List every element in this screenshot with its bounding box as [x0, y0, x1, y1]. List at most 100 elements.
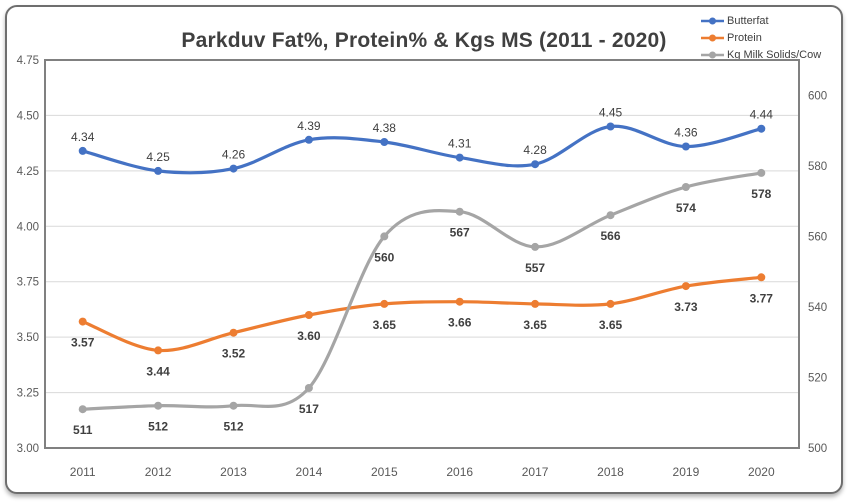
data-label-kg-milk-solids-cow: 567: [450, 226, 470, 240]
data-label-protein: 3.44: [146, 364, 170, 378]
series-line-butterfat: [81, 124, 763, 175]
data-label-butterfat: 4.38: [373, 121, 397, 135]
right-axis-tick-label: 520: [808, 373, 827, 385]
left-axis-tick-label: 3.50: [17, 332, 39, 344]
right-axis-tick-label: 580: [808, 161, 827, 173]
data-point-marker-protein: [304, 311, 313, 319]
x-axis-label-2020: 2020: [748, 465, 775, 479]
data-label-kg-milk-solids-cow: 560: [374, 250, 394, 264]
left-axis-tick-label: 4.50: [17, 110, 39, 122]
data-label-protein: 3.73: [674, 300, 698, 314]
legend-item-kg-milk-solids-cow: Kg Milk Solids/Cow: [700, 48, 821, 62]
series-line-kg-milk-solids-cow: [81, 171, 763, 411]
data-point-marker-kg-milk-solids-cow: [380, 232, 389, 241]
data-point-marker-butterfat: [531, 160, 540, 169]
x-axis-label-2014: 2014: [296, 465, 323, 479]
data-label-kg-milk-solids-cow: 566: [600, 229, 620, 243]
data-point-marker-butterfat: [455, 153, 464, 162]
left-axis-tick-label: 3.25: [17, 388, 39, 400]
data-label-butterfat: 4.44: [750, 108, 774, 122]
chart-plot-area: 4.34 4.25 4.26 4.39 4.38 4.31 4.28 4.45 4.36 4.44…: [17, 55, 828, 479]
left-axis-tick-label: 4.00: [17, 221, 39, 233]
data-label-butterfat: 4.34: [71, 130, 95, 144]
data-point-marker-protein: [154, 346, 163, 355]
data-point-marker-butterfat: [304, 135, 313, 144]
left-axis-tick-label: 4.75: [17, 55, 39, 67]
data-label-kg-milk-solids-cow: 512: [223, 420, 243, 434]
data-point-marker-kg-milk-solids-cow: [757, 168, 766, 177]
legend-marker-icon: [701, 34, 724, 42]
data-label-protein: 3.77: [750, 291, 774, 305]
data-point-marker-butterfat: [380, 138, 389, 146]
left-axis-tick-label: 4.25: [17, 166, 39, 178]
x-axis-label-2015: 2015: [371, 465, 398, 479]
x-axis-label-2011: 2011: [70, 465, 96, 479]
data-point-marker-protein: [78, 317, 87, 326]
legend-item-butterfat: Butterfat: [700, 14, 821, 28]
data-label-protein: 3.65: [599, 318, 623, 332]
legend-label: Protein: [727, 32, 762, 44]
right-axis-tick-label: 540: [808, 302, 827, 314]
right-axis-tick-label: 600: [808, 90, 827, 102]
left-axis-tick-label: 3.75: [17, 277, 39, 289]
data-label-butterfat: 4.31: [448, 137, 472, 151]
data-label-protein: 3.57: [71, 336, 95, 350]
legend-label: Butterfat: [727, 15, 769, 27]
data-point-marker-protein: [455, 297, 464, 306]
data-point-marker-butterfat: [606, 122, 615, 131]
data-label-protein: 3.65: [523, 318, 547, 332]
data-point-marker-protein: [229, 328, 238, 337]
series-line-protein: [81, 275, 763, 353]
data-point-marker-kg-milk-solids-cow: [455, 207, 464, 216]
data-label-kg-milk-solids-cow: 574: [676, 201, 696, 215]
right-axis-tick-label: 500: [808, 443, 827, 455]
legend-marker-icon: [701, 51, 724, 59]
x-axis-label-2013: 2013: [220, 465, 247, 479]
data-label-protein: 3.65: [373, 318, 397, 332]
data-label-kg-milk-solids-cow: 517: [299, 402, 319, 416]
data-point-marker-protein: [681, 282, 690, 291]
data-point-marker-protein: [606, 299, 615, 308]
left-axis-tick-label: 3.00: [17, 443, 39, 455]
data-label-butterfat: 4.25: [146, 150, 170, 164]
data-label-butterfat: 4.39: [297, 119, 321, 133]
x-axis-label-2018: 2018: [597, 465, 624, 479]
data-point-marker-protein: [380, 299, 389, 308]
right-axis-tick-label: 560: [808, 231, 827, 243]
chart-title: Parkduv Fat%, Protein% & Kgs MS (2011 - …: [181, 29, 667, 52]
data-label-butterfat: 4.36: [674, 126, 698, 140]
x-axis-label-2019: 2019: [673, 465, 700, 479]
chart-legend: Butterfat Protein Kg Milk Solids/Cow: [700, 14, 821, 62]
data-label-butterfat: 4.26: [222, 148, 246, 162]
plot-border: [44, 59, 800, 449]
data-point-marker-protein: [531, 299, 540, 308]
data-point-marker-kg-milk-solids-cow: [304, 384, 313, 392]
data-point-marker-kg-milk-solids-cow: [154, 401, 163, 410]
legend-item-protein: Protein: [700, 31, 821, 45]
chart-card: Parkduv Fat%, Protein% & Kgs MS (2011 - …: [5, 5, 843, 494]
legend-marker-icon: [701, 17, 724, 25]
data-label-kg-milk-solids-cow: 557: [525, 261, 545, 275]
data-point-marker-butterfat: [757, 124, 766, 133]
data-point-marker-butterfat: [154, 166, 163, 175]
legend-label: Kg Milk Solids/Cow: [727, 49, 822, 61]
data-point-marker-kg-milk-solids-cow: [681, 183, 690, 191]
x-axis-label-2016: 2016: [446, 465, 473, 479]
data-label-butterfat: 4.28: [523, 143, 547, 157]
data-label-protein: 3.52: [222, 347, 246, 361]
data-point-marker-kg-milk-solids-cow: [229, 401, 238, 410]
data-label-protein: 3.66: [448, 316, 472, 330]
data-point-marker-butterfat: [681, 142, 690, 151]
data-point-marker-kg-milk-solids-cow: [78, 405, 87, 414]
data-point-marker-kg-milk-solids-cow: [606, 211, 615, 220]
data-point-marker-butterfat: [78, 146, 87, 155]
data-label-kg-milk-solids-cow: 578: [751, 187, 771, 201]
x-axis-label-2017: 2017: [522, 465, 549, 479]
data-label-butterfat: 4.45: [599, 106, 623, 120]
x-axis-label-2012: 2012: [145, 465, 172, 479]
data-label-kg-milk-solids-cow: 511: [73, 423, 93, 437]
data-point-marker-butterfat: [229, 164, 238, 173]
data-point-marker-kg-milk-solids-cow: [531, 242, 540, 251]
data-label-kg-milk-solids-cow: 512: [148, 420, 168, 434]
data-point-marker-protein: [757, 273, 766, 282]
